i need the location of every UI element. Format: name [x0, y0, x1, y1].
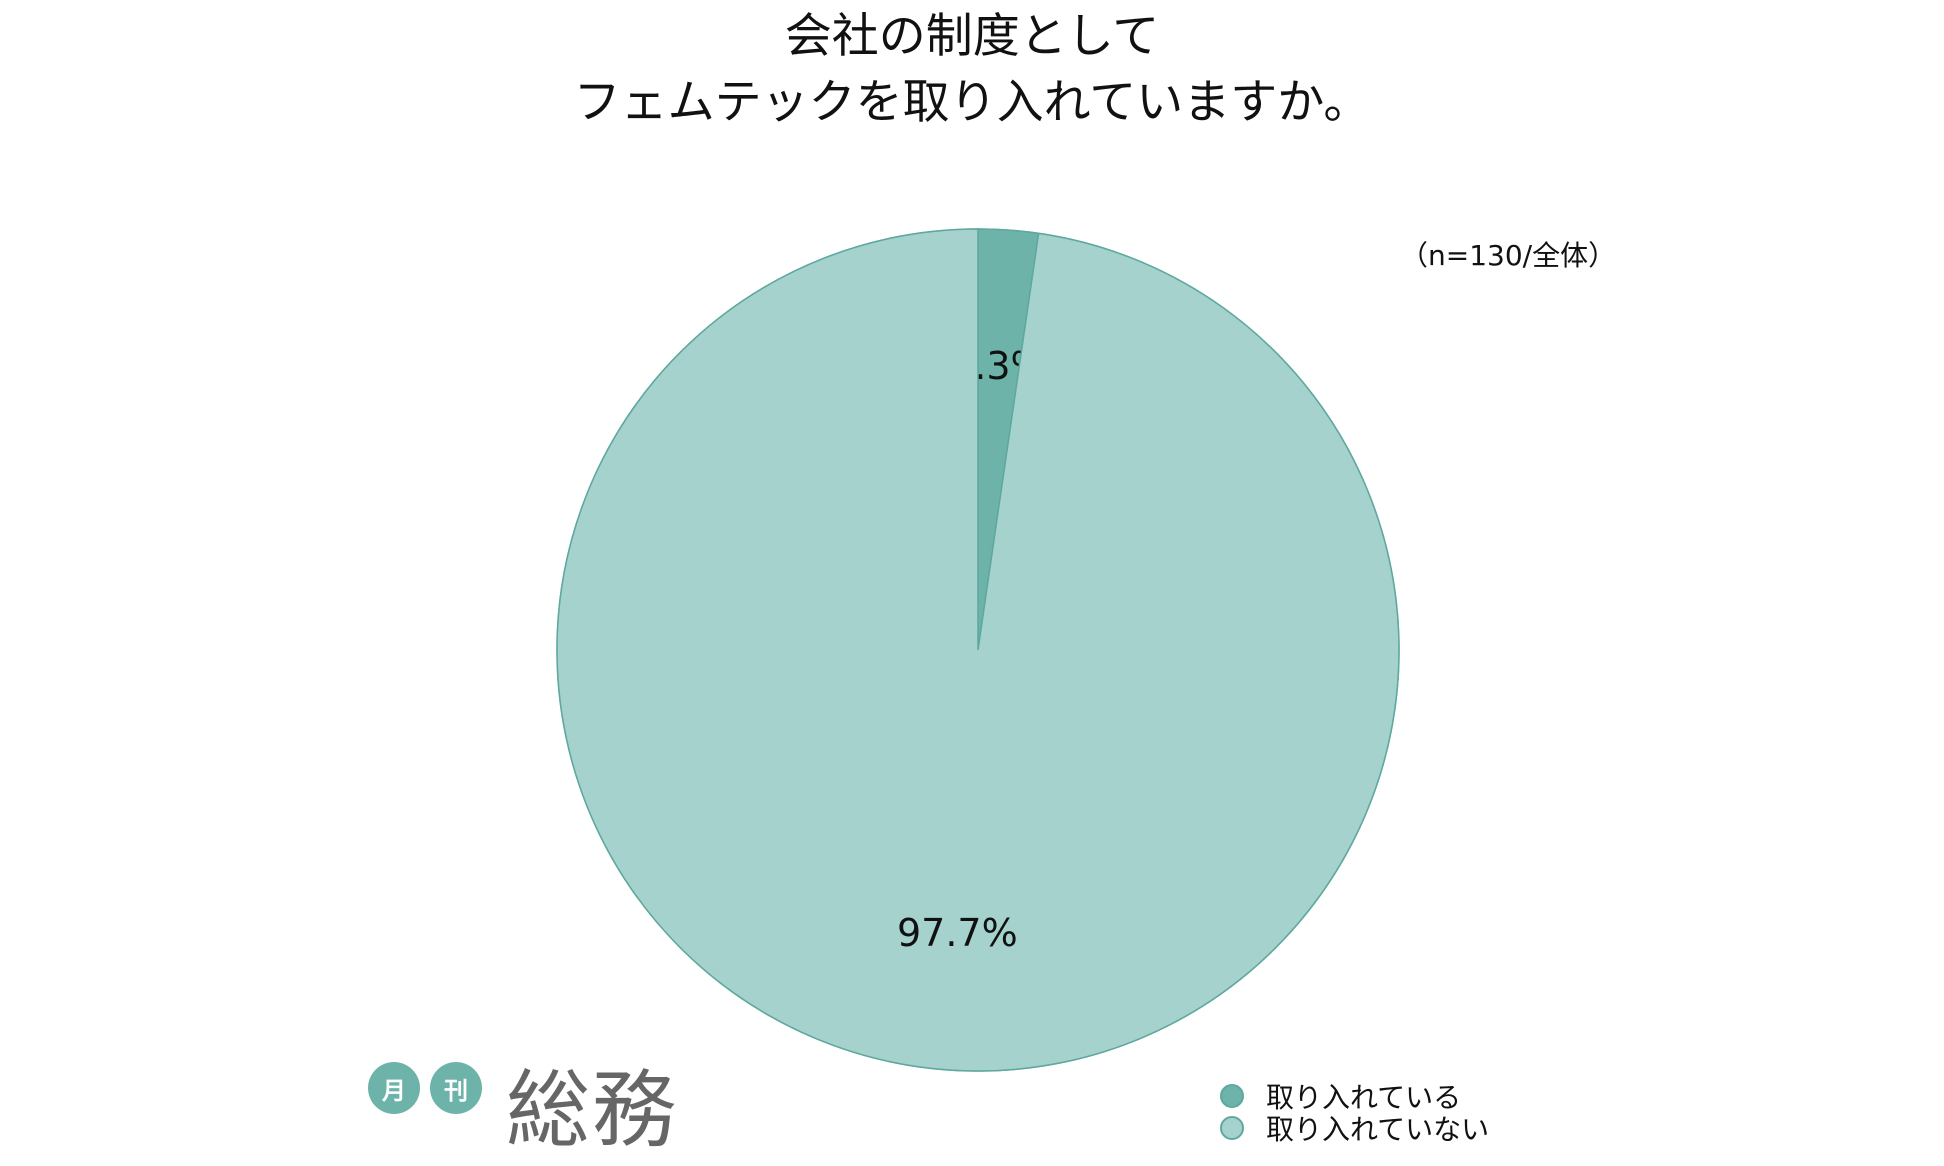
legend-marker-adopted — [1220, 1084, 1244, 1108]
chart-title-line-1: 会社の制度として — [784, 9, 1160, 64]
logo-badge-monthly: 月 — [368, 1062, 420, 1114]
legend-marker-not-adopted — [1220, 1116, 1244, 1140]
sample-size-note: （n=130/全体） — [1400, 239, 1617, 272]
legend-item-not-adopted: 取り入れていない — [1220, 1112, 1489, 1146]
publisher-logo: 月 刊 総務 — [368, 1062, 678, 1166]
data-label-not-adopted: 97.7% — [897, 911, 1018, 955]
pie-slice-not-adopted — [556, 228, 1400, 1072]
legend-item-adopted: 取り入れている — [1220, 1080, 1489, 1114]
chart-title: 会社の制度として フェムテックを取り入れていますか。 — [0, 0, 1944, 136]
chart-title-line-2: フェムテックを取り入れていますか。 — [573, 75, 1371, 130]
chart-legend: 取り入れている 取り入れていない — [1220, 1080, 1489, 1146]
legend-label-adopted: 取り入れている — [1266, 1081, 1462, 1114]
logo-wordmark: 総務 — [506, 1061, 679, 1159]
legend-label-not-adopted: 取り入れていない — [1266, 1113, 1490, 1146]
logo-badge-publication: 刊 — [430, 1062, 482, 1114]
